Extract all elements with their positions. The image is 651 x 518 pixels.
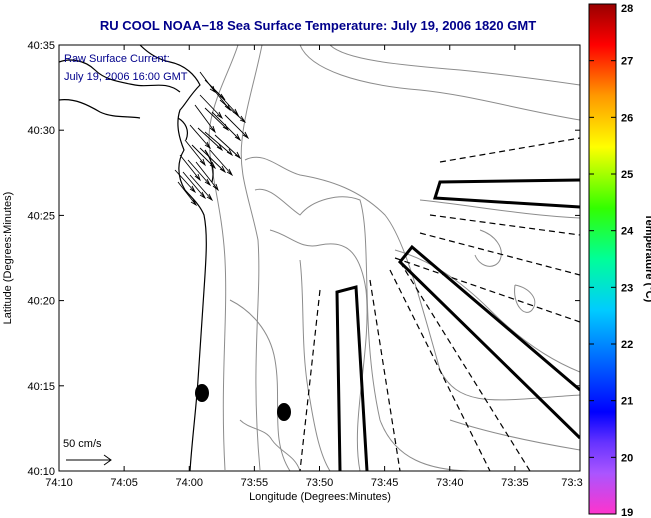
scale-arrow	[66, 454, 112, 466]
colorbar-tick-label: 23	[621, 282, 633, 294]
colorbar-label: Temperature (°C)	[643, 214, 651, 303]
x-tick-label: 74:10	[45, 477, 73, 489]
bathymetry-contours	[208, 45, 580, 471]
colorbar-tick-label: 21	[621, 396, 633, 408]
colorbar	[588, 3, 617, 515]
x-tick-label: 74:05	[110, 477, 138, 489]
colorbar-tick-label: 19	[621, 507, 633, 518]
station-marker	[195, 384, 209, 402]
colorbar-tick-label: 27	[621, 56, 633, 68]
y-tick-label: 40:25	[27, 210, 55, 222]
x-tick-label: 73:40	[436, 477, 464, 489]
scale-label: 50 cm/s	[63, 438, 102, 450]
colorbar-tick-label: 25	[621, 169, 633, 181]
y-tick-label: 40:15	[27, 381, 55, 393]
x-tick-label: 73:45	[371, 477, 399, 489]
y-axis: 40:35 40:30 40:25 40:20 40:15 40:10	[27, 40, 580, 478]
colorbar-tick-label: 22	[621, 339, 633, 351]
y-tick-label: 40:30	[27, 125, 55, 137]
inset-label-current: Raw Surface Current:	[64, 53, 170, 65]
x-axis-label: Longitude (Degrees:Minutes)	[249, 491, 391, 503]
colorbar-tick-label: 20	[621, 452, 633, 464]
surface-current-vectors	[174, 71, 250, 207]
x-tick-label: 73:35	[501, 477, 529, 489]
inset-label-time: July 19, 2006 16:00 GMT	[64, 71, 188, 83]
x-tick-label: 74:00	[175, 477, 203, 489]
x-tick-label: 73:50	[306, 477, 334, 489]
figure-title: RU COOL NOAA−18 Sea Surface Temperature:…	[100, 18, 536, 33]
station-marker	[277, 403, 291, 421]
x-tick-label: 73:55	[241, 477, 269, 489]
map-area: Raw Surface Current: July 19, 2006 16:00…	[59, 45, 580, 471]
y-tick-label: 40:20	[27, 296, 55, 308]
colorbar-tick-label: 26	[621, 112, 633, 124]
solid-wedge-outlines	[335, 178, 580, 471]
colorbar-ticks: 28 27 26 25 24 23 22 21 20 19	[589, 3, 634, 518]
y-tick-label: 40:10	[27, 466, 55, 478]
dashed-transect-lines	[299, 137, 580, 471]
y-tick-label: 40:35	[27, 40, 55, 52]
x-axis: 74:10 74:05 74:00 73:55 73:50 73:45 73:40 73:35…	[45, 45, 583, 489]
x-tick-label: 73:3	[561, 477, 582, 489]
map-frame	[58, 44, 581, 472]
colorbar-tick-label: 24	[621, 226, 634, 238]
colorbar-tick-label: 28	[621, 3, 633, 15]
y-axis-label: Latitude (Degrees:Minutes)	[2, 192, 14, 325]
coastline	[59, 45, 214, 471]
